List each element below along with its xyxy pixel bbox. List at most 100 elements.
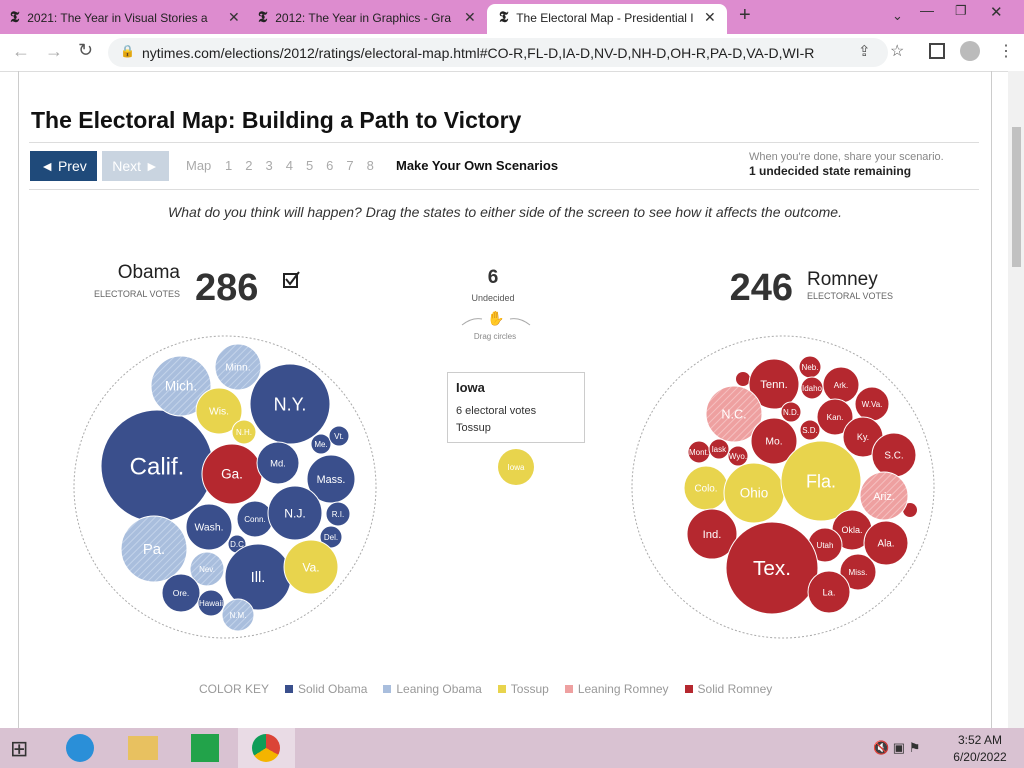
instruction: What do you think will happen? Drag the … — [168, 204, 842, 220]
tab-title: 2012: The Year in Graphics - Gra — [275, 11, 452, 25]
state-bubble[interactable] — [267, 485, 323, 541]
state-bubble[interactable] — [780, 401, 802, 423]
state-label: Ky. — [857, 432, 869, 442]
state-bubble[interactable] — [708, 438, 730, 460]
state-bubble[interactable] — [325, 501, 351, 527]
state-bubble[interactable] — [727, 445, 749, 467]
state-bubble[interactable] — [725, 521, 819, 615]
tooltip — [447, 372, 585, 443]
bubbles: Calif. N.Y. Mich. Minn. Wis. N.H. Ga. Md. Me. Vt.… — [100, 343, 917, 632]
page-content: The Electoral Map: Building a Path to Vi… — [18, 71, 992, 728]
new-tab[interactable]: + — [739, 4, 751, 26]
state-bubble[interactable] — [310, 433, 332, 455]
state-bubble[interactable] — [705, 385, 763, 443]
state-bubble[interactable] — [195, 387, 243, 435]
key-swatch — [285, 685, 293, 693]
state-label: Minn. — [225, 363, 250, 374]
menu[interactable]: ⋮ — [998, 43, 1014, 60]
start-button[interactable]: ⊞ — [10, 736, 29, 761]
state-bubble[interactable] — [816, 398, 854, 436]
tray-icons[interactable]: 🔇 ▣ ⚑ — [873, 740, 921, 755]
omnibox[interactable]: 🔒 nytimes.com/elections/2012/ratings/ele… — [108, 38, 888, 67]
state-label: Mo. — [765, 437, 782, 448]
scrollbar[interactable] — [1008, 71, 1024, 728]
bookmark[interactable]: ☆ — [890, 43, 905, 60]
scenarios-link[interactable]: Make Your Own Scenarios — [396, 158, 559, 173]
state-bubble[interactable] — [306, 454, 356, 504]
state-label: Va. — [302, 560, 319, 574]
step-link[interactable]: 7 — [346, 158, 354, 173]
scroll-thumb[interactable] — [1012, 127, 1021, 267]
profile[interactable] — [960, 41, 980, 61]
state-bubble[interactable] — [161, 573, 201, 613]
state-label: Mich. — [165, 379, 197, 394]
share-icon[interactable]: ⇪ — [858, 43, 871, 60]
forward[interactable]: → — [45, 41, 63, 61]
state-bubble[interactable] — [189, 551, 225, 587]
tooltip-votes: 6 electoral votes — [456, 405, 537, 417]
key-swatch — [497, 685, 506, 693]
reload[interactable]: ↻ — [78, 40, 94, 60]
undecided-label: Undecided — [471, 293, 514, 303]
ie-icon[interactable] — [66, 734, 94, 762]
iowa-bubble[interactable] — [498, 449, 534, 485]
tab-close[interactable]: ✕ — [704, 9, 716, 25]
store-icon[interactable] — [191, 734, 219, 762]
key-label: Solid Obama — [298, 682, 368, 696]
state-bubble[interactable] — [256, 441, 300, 485]
explorer-icon[interactable] — [128, 736, 158, 760]
state-bubble[interactable] — [839, 553, 877, 591]
state-bubble[interactable] — [319, 525, 343, 549]
state-label: Pa. — [143, 542, 165, 558]
minimize[interactable]: — — [920, 2, 934, 18]
state-bubble[interactable] — [283, 539, 339, 595]
step-link[interactable]: 4 — [285, 158, 293, 173]
bubble[interactable] — [903, 503, 917, 517]
side-panel[interactable] — [929, 43, 945, 59]
map-link[interactable]: Map — [186, 158, 212, 173]
bubble[interactable] — [736, 372, 750, 386]
state-bubble[interactable] — [231, 419, 257, 445]
step-link[interactable]: 2 — [245, 158, 253, 173]
state-bubble[interactable] — [807, 570, 851, 614]
state-bubble[interactable] — [328, 425, 350, 447]
state-bubble[interactable] — [249, 363, 331, 445]
state-bubble[interactable] — [799, 419, 821, 441]
state-bubble[interactable] — [750, 417, 798, 465]
step-link[interactable]: 6 — [326, 158, 334, 173]
color-key-title: COLOR KEY — [199, 682, 270, 696]
state-bubble[interactable] — [214, 343, 262, 391]
state-bubble[interactable] — [197, 589, 225, 617]
next-button[interactable]: Next ► — [102, 151, 169, 181]
step-link[interactable]: 8 — [366, 158, 374, 173]
state-bubble[interactable] — [780, 440, 862, 522]
state-bubble[interactable] — [221, 598, 255, 632]
key-item: Solid Obama — [285, 682, 367, 696]
state-label: Ala. — [877, 538, 894, 549]
tab-close[interactable]: ✕ — [464, 9, 476, 25]
prev-button[interactable]: ◄ Prev — [30, 151, 97, 181]
step-link[interactable]: 1 — [225, 158, 233, 173]
back[interactable]: ← — [12, 41, 30, 61]
step-link[interactable]: 3 — [265, 158, 273, 173]
state-label: N.Y. — [274, 394, 307, 414]
state-bubble[interactable] — [185, 503, 233, 551]
tab-close[interactable]: ✕ — [228, 9, 240, 25]
close-window[interactable]: ✕ — [990, 4, 1003, 21]
state-label: N.H. — [236, 428, 252, 437]
step-link[interactable]: 5 — [305, 158, 314, 173]
state-bubble[interactable] — [686, 508, 738, 560]
tab-search[interactable]: ⌄ — [892, 8, 903, 23]
restore[interactable]: ❐ — [955, 3, 967, 18]
state-bubble[interactable] — [120, 515, 188, 583]
state-bubble[interactable] — [863, 520, 909, 566]
tab[interactable]: 𝕿 2012: The Year in Graphics - Gra — [258, 10, 452, 26]
tab[interactable]: 𝕿 2021: The Year in Visual Stories a — [10, 10, 208, 26]
chrome-task[interactable] — [238, 728, 295, 768]
state-bubble[interactable] — [859, 471, 909, 521]
state-label: Ga. — [221, 467, 243, 482]
clock-date: 6/20/2022 — [953, 750, 1007, 764]
active-tab[interactable]: 𝕿 The Electoral Map - Presidential I — [487, 4, 727, 34]
state-bubble[interactable] — [150, 355, 212, 417]
state-bubble[interactable] — [748, 358, 800, 410]
